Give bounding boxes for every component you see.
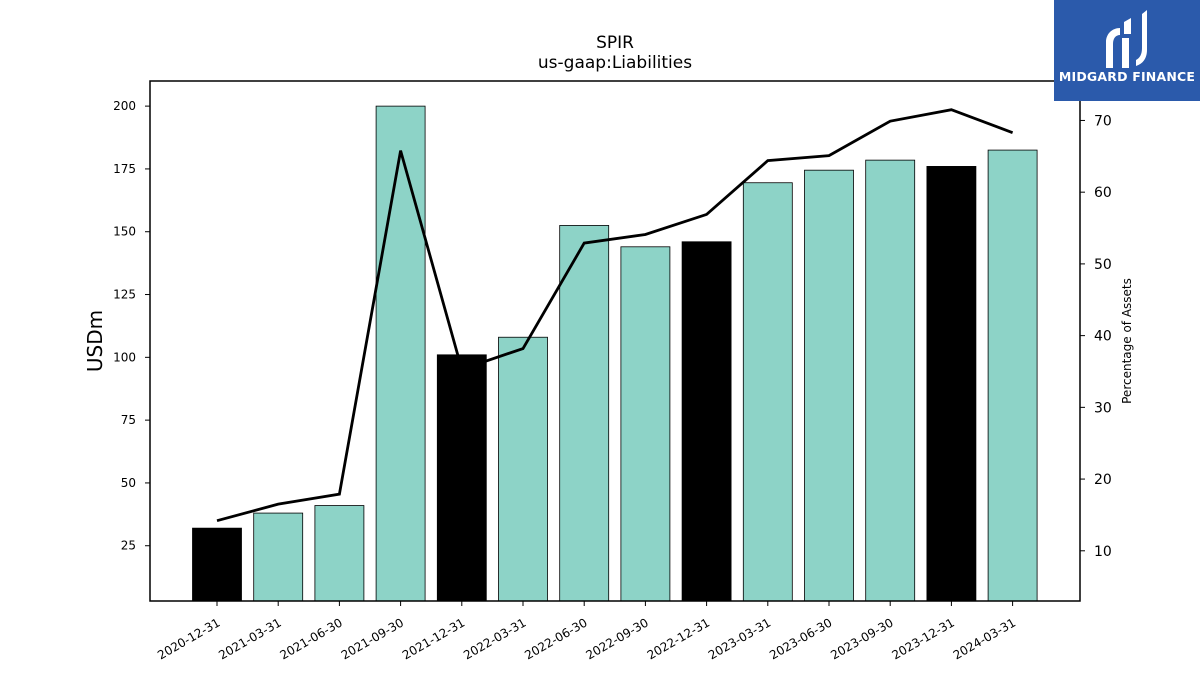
percentage-of-assets-line xyxy=(216,108,1014,523)
x-tick-label: 2021-09-30 xyxy=(339,615,406,662)
line-series xyxy=(216,108,1014,523)
x-axis: 2020-12-312021-03-312021-06-302021-09-30… xyxy=(155,601,1018,662)
y-tick-label: 50 xyxy=(121,476,136,490)
bar-2023-06-30 xyxy=(804,169,854,602)
bar-2020-12-31 xyxy=(192,527,242,602)
brand-name: MIDGARD FINANCE xyxy=(1058,69,1196,84)
bar-2023-09-30 xyxy=(865,159,916,602)
bar-2021-09-30 xyxy=(375,105,426,602)
logo-mark-icon xyxy=(1106,10,1147,68)
bar-2022-09-30 xyxy=(620,246,671,602)
bar-2021-12-31 xyxy=(436,354,487,602)
x-tick-label: 2024-03-31 xyxy=(951,615,1018,662)
y2-tick-label: 60 xyxy=(1094,185,1112,201)
x-tick-label: 2022-06-30 xyxy=(522,615,589,662)
bar-2024-03-31 xyxy=(987,149,1038,602)
x-tick-label: 2022-09-30 xyxy=(583,615,650,662)
y2-tick-label: 20 xyxy=(1094,472,1112,488)
y2-tick-label: 50 xyxy=(1094,257,1112,273)
x-tick-label: 2022-12-31 xyxy=(645,615,712,662)
y-tick-label: 25 xyxy=(121,539,136,553)
y-tick-label: 175 xyxy=(113,162,136,176)
bar-2021-06-30 xyxy=(314,505,365,602)
y-axis-label: USDm xyxy=(83,310,107,372)
x-tick-label: 2021-12-31 xyxy=(400,615,467,662)
x-tick-label: 2021-06-30 xyxy=(277,615,344,662)
y-axis-right: 10 20 30 40 50 60 70 xyxy=(1080,113,1112,560)
x-tick-label: 2022-03-31 xyxy=(461,615,528,662)
y2-tick-label: 40 xyxy=(1094,329,1112,345)
bar-2021-03-31 xyxy=(253,512,304,602)
y-axis-left: 25 50 75 100 125 150 175 200 xyxy=(113,99,150,553)
x-tick-label: 2023-03-31 xyxy=(706,615,773,662)
x-tick-label: 2020-12-31 xyxy=(155,615,222,662)
y-tick-label: 200 xyxy=(113,99,136,113)
y-tick-label: 125 xyxy=(113,288,136,302)
y2-tick-label: 30 xyxy=(1094,400,1112,416)
x-tick-label: 2023-12-31 xyxy=(889,615,956,662)
y2-axis-label: Percentage of Assets xyxy=(1120,278,1134,404)
y-tick-label: 100 xyxy=(113,350,136,364)
chart-title: SPIR xyxy=(596,33,634,53)
bar-2022-06-30 xyxy=(559,225,610,602)
bar-2022-03-31 xyxy=(498,336,548,602)
bar-2022-12-31 xyxy=(681,241,732,602)
y-tick-label: 75 xyxy=(121,413,136,427)
y-tick-label: 150 xyxy=(113,225,136,239)
y2-tick-label: 10 xyxy=(1094,544,1112,560)
plot-frame xyxy=(149,80,1081,602)
bar-2023-03-31 xyxy=(742,182,793,602)
y2-tick-label: 70 xyxy=(1094,113,1112,129)
x-tick-label: 2023-09-30 xyxy=(828,615,895,662)
x-tick-label: 2023-06-30 xyxy=(767,615,834,662)
brand-logo: MIDGARD FINANCE xyxy=(1054,0,1200,101)
chart-subtitle: us-gaap:Liabilities xyxy=(538,53,692,73)
bar-2023-12-31 xyxy=(926,166,977,602)
bar-series xyxy=(192,105,1038,602)
x-tick-label: 2021-03-31 xyxy=(216,615,283,662)
